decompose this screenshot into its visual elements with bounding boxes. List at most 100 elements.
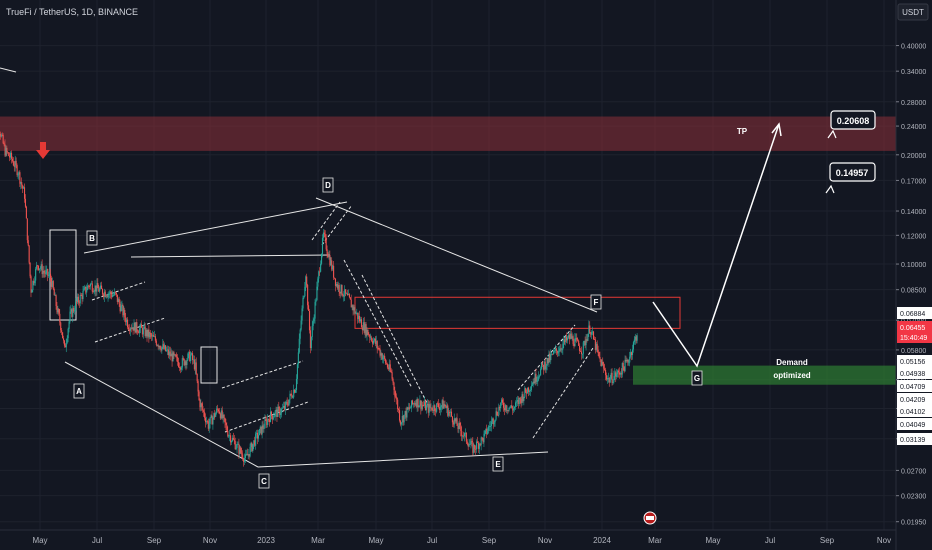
candle-body [386,364,389,368]
candle-body [182,358,184,359]
candle-body [537,376,539,381]
candle-body [413,403,415,405]
candle-body [174,354,176,356]
time-tick-label: Sep [482,536,497,545]
candle-body [581,353,583,355]
candle-body [46,268,48,271]
candle-body [591,332,593,335]
price-tag [897,433,932,445]
candle-body [288,399,290,406]
candle-body [463,433,466,437]
candle-body [370,337,372,339]
candle-body [229,435,231,437]
candle-body [513,408,515,411]
candle-body [361,327,363,331]
candle-body [38,268,40,270]
candle-body [55,295,57,307]
candle-body [52,281,54,290]
candle-body [563,339,565,344]
candle-body [105,296,107,298]
candle-body [198,391,200,401]
candle-body [331,260,333,270]
candle-body [351,305,353,308]
candle-body [206,421,208,423]
candle-body [109,291,111,294]
candle-body [107,294,109,298]
tp-label: TP [737,127,748,136]
candle-body [14,160,16,167]
candle-body [471,441,473,443]
candle-body [15,160,17,166]
candle-body [224,417,226,423]
candle-body [333,265,335,278]
candle-body [153,335,155,337]
candle-body [564,339,566,343]
candle-body [204,417,207,423]
candle-body [43,270,45,273]
price-tag [897,331,932,343]
candle-body [233,439,235,442]
candle-body [140,324,143,328]
candle-body [219,413,221,419]
candle-body [540,368,542,376]
candle-body [357,312,359,319]
candle-body [596,343,598,350]
candle-body [391,372,393,379]
price-axis[interactable]: USDT 0.40000 0.34000 0.28000 0.24000 0.20000 0… [895,0,932,550]
point-label-box [590,294,602,310]
candle-body [84,286,86,289]
candle-body [360,319,363,328]
candle-body [385,363,388,365]
candle-body [108,293,110,295]
candle-body [635,336,637,341]
candle-body [114,291,117,293]
price-tick-label: 0.28000 [901,100,926,107]
price-tick-label: 0.34000 [901,69,926,76]
candle-body [13,165,15,167]
candle-body [183,358,185,366]
candle-body [248,454,250,457]
price-tag [897,405,932,417]
candle-body [311,325,313,337]
candle-body [249,446,251,457]
candle-body [531,384,533,387]
candle-body [585,339,587,346]
candle-body [31,290,33,293]
candle-body [359,315,361,322]
currency-button[interactable] [897,3,929,21]
candle-body [499,406,501,409]
candle-body [106,296,108,298]
price-tag-label: 0.04049 [900,422,925,429]
candle-body [10,152,12,158]
candle-body [237,443,239,445]
candle-body [341,284,343,295]
candle-body [554,348,557,351]
demand-label-2: optimized [773,371,810,380]
candle-body [61,330,63,333]
candle-body [551,353,553,355]
candle-body [33,280,35,284]
candle-body [569,333,571,339]
candle-body [414,402,416,405]
candle-body [273,416,275,418]
candle-body [451,416,453,423]
candle-body [26,218,28,241]
candle-body [123,309,125,316]
candle-body [181,358,183,368]
candle-body [312,321,314,326]
candle-body [208,423,210,429]
candle-body [285,401,287,403]
price-tick-label: 0.10000 [901,262,926,269]
candle-body [62,332,64,339]
candles [0,131,638,467]
candle-body [595,343,597,350]
time-axis[interactable]: May Jul Sep Nov 2023 Mar May Jul Sep Nov 2024 Mar Ma… [0,511,896,545]
candle-body [87,285,89,290]
candle-body [366,329,368,336]
candle-body [295,389,297,393]
candle-body [140,324,142,329]
candle-body [86,289,88,293]
candle-body [18,172,20,175]
time-tick-label: Mar [311,536,325,545]
